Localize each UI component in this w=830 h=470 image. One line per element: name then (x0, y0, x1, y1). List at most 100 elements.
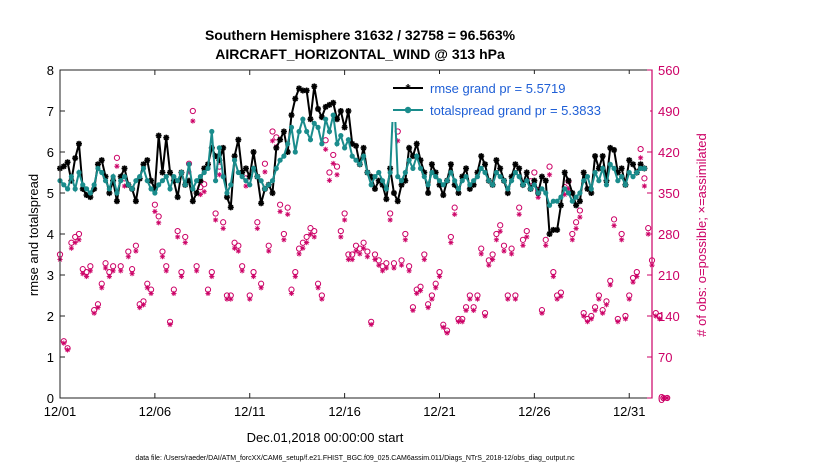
obs-possible-point (387, 210, 394, 217)
obs-assimilated-point (638, 155, 644, 161)
rmse-point (561, 169, 568, 176)
chart-title-line1: Southern Hemisphere 31632 / 32758 = 96.5… (205, 27, 516, 43)
obs-assimilated-stroke (194, 268, 199, 274)
series-lines (57, 83, 648, 237)
obs-assimilated-point (501, 248, 507, 254)
obs-assimilated-stroke (84, 274, 89, 279)
obs-assimilated-point (619, 237, 625, 243)
rmse-point (595, 165, 602, 172)
obs-possible-point (311, 227, 318, 235)
totalspread-point (459, 178, 465, 184)
obs-assimilated-point (95, 304, 101, 311)
obs-assimilated-stroke (220, 226, 226, 231)
obs-assimilated-stroke (61, 340, 67, 346)
obs-assimilated-stroke (429, 296, 435, 302)
totalspread-point (641, 165, 648, 171)
rmse-point (242, 165, 249, 172)
y-right-tick-label: 280 (658, 227, 680, 242)
rmse-marker-stroke (596, 165, 602, 172)
rmse-marker-stroke (303, 87, 310, 94)
rmse-point (121, 165, 128, 172)
obs-assimilated-stroke (372, 257, 378, 262)
obs-assimilated-point (486, 262, 492, 268)
obs-assimilated-stroke (300, 246, 306, 251)
obs-possible-point (280, 230, 287, 238)
rmse-marker-stroke (330, 100, 336, 106)
obs-assimilated-stroke (403, 237, 408, 242)
obs-assimilated-stroke (486, 262, 492, 268)
totalspread-point (395, 174, 401, 180)
obs-assimilated-point (171, 290, 177, 297)
obs-assimilated-stroke (293, 274, 298, 279)
totalspread-point (80, 182, 86, 188)
obs-assimilated-point (178, 273, 185, 280)
rmse-marker-stroke (455, 190, 462, 196)
totalspread-point (235, 169, 241, 176)
rmse-point (106, 190, 113, 196)
totalspread-point (429, 169, 435, 176)
rmse-marker-stroke (626, 157, 632, 163)
obs-possible-point (113, 154, 121, 161)
totalspread-point (467, 182, 473, 188)
obs-assimilated-stroke (315, 285, 321, 291)
obs-assimilated-stroke (600, 310, 605, 316)
rmse-point (516, 165, 523, 172)
rmse-marker-stroke (235, 136, 242, 143)
obs-assimilated-point (516, 211, 522, 217)
rmse-marker-stroke (155, 132, 162, 139)
obs-assimilated-point (106, 273, 112, 280)
obs-assimilated-point (478, 251, 484, 257)
totalspread-point (64, 186, 71, 192)
obs-assimilated-stroke (342, 217, 347, 223)
rmse-point (599, 153, 606, 160)
obs-assimilated-point (247, 296, 253, 302)
totalspread-point (61, 182, 67, 188)
totalspread-point (307, 137, 314, 143)
totalspread-point (406, 157, 412, 163)
rmse-point (554, 226, 561, 233)
rmse-point (341, 124, 348, 131)
rmse-point (64, 159, 71, 166)
totalspread-point (562, 186, 568, 192)
rmse-marker-stroke (341, 124, 348, 131)
rmse-point (318, 114, 325, 121)
legend-spread-marker (404, 106, 412, 114)
y-left-tick-label: 8 (47, 63, 54, 78)
obs-possible-point (618, 230, 625, 238)
y-left-tick-label: 2 (47, 309, 54, 324)
obs-assimilated-point (600, 310, 606, 316)
obs-assimilated-point (440, 324, 446, 330)
obs-assimilated-stroke (141, 302, 146, 307)
obs-assimilated-point (444, 330, 450, 336)
rmse-marker-stroke (284, 149, 291, 155)
rmse-point (258, 200, 265, 207)
rmse-marker-stroke (231, 153, 238, 159)
totalspread-point (596, 178, 602, 184)
rmse-point (292, 95, 299, 102)
rmse-marker-stroke (474, 169, 481, 176)
rmse-marker-stroke (277, 136, 283, 143)
obs-assimilated-point (573, 225, 579, 232)
obs-assimilated-point (584, 319, 591, 325)
obs-possible-point (231, 239, 238, 246)
obs-assimilated-stroke (255, 226, 260, 231)
obs-assimilated-stroke (323, 147, 328, 152)
obs-assimilated-point (269, 138, 276, 144)
x-tick-label: 12/06 (139, 404, 172, 419)
totalspread-point (486, 178, 492, 184)
rmse-point (611, 146, 618, 153)
obs-assimilated-point (91, 310, 97, 316)
obs-assimilated-point (292, 273, 298, 280)
obs-assimilated-stroke (535, 195, 541, 200)
rmse-marker-stroke (144, 157, 151, 163)
obs-assimilated-point (330, 160, 336, 167)
totalspread-point (364, 169, 370, 176)
rmse-marker-stroke (429, 161, 435, 168)
obs-assimilated-stroke (107, 274, 112, 279)
obs-assimilated-stroke (664, 395, 670, 401)
obs-assimilated-point (152, 208, 158, 215)
obs-assimilated-stroke (619, 237, 624, 242)
rmse-marker-stroke (98, 157, 105, 163)
obs-assimilated-point (262, 169, 268, 175)
rmse-marker-stroke (394, 198, 401, 204)
